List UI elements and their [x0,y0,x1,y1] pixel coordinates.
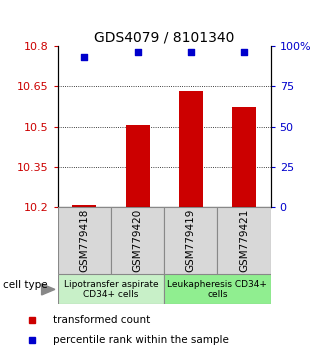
Text: GSM779421: GSM779421 [239,209,249,273]
Bar [164,274,271,304]
Text: GSM779420: GSM779420 [133,209,143,272]
Text: cell type: cell type [3,280,48,290]
Polygon shape [42,284,55,295]
Bar [72,205,96,207]
Text: Lipotransfer aspirate
CD34+ cells: Lipotransfer aspirate CD34+ cells [64,280,158,299]
Point [135,50,140,55]
Text: percentile rank within the sample: percentile rank within the sample [53,335,229,345]
Point [241,50,247,55]
Bar [58,274,164,304]
Title: GDS4079 / 8101340: GDS4079 / 8101340 [94,31,234,45]
Text: transformed count: transformed count [53,315,150,325]
Text: Leukapheresis CD34+
cells: Leukapheresis CD34+ cells [167,280,267,299]
Bar [58,207,111,274]
Bar [126,125,149,207]
Text: GSM779419: GSM779419 [186,209,196,273]
Bar [164,207,217,274]
Text: GSM779418: GSM779418 [79,209,89,273]
Bar [217,207,271,274]
Bar [179,91,203,207]
Bar [111,207,164,274]
Point [188,50,193,55]
Bar [232,107,256,207]
Point [82,55,87,60]
